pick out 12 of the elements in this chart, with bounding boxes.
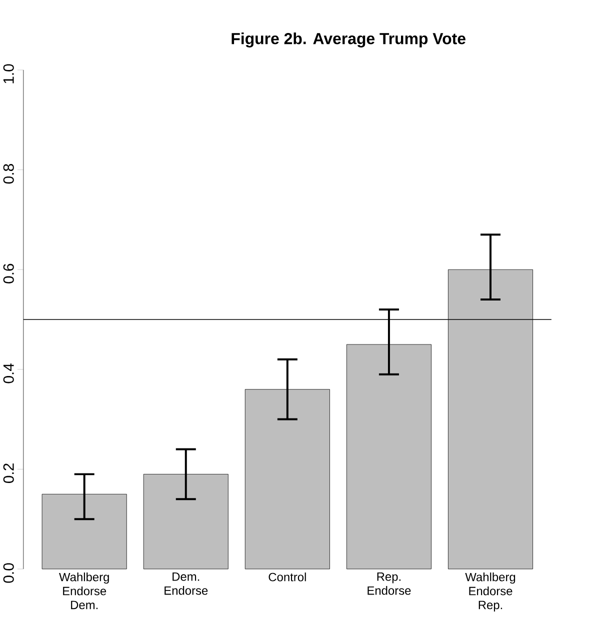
y-tick-label: 0.0 [3,563,14,583]
x-tick-label: Control [268,572,306,582]
chart-title: Figure 2b. Average Trump Vote [232,32,466,48]
y-tick-label: 1.0 [3,64,14,84]
x-tick-label: Wahlberg Endorse Rep. [465,572,515,612]
x-tick-label: Rep. Endorse [368,572,411,595]
x-tick-label: Dem. Endorse [164,572,208,595]
y-tick-label: 0.8 [3,164,14,184]
x-tick-label: Wahlberg Endorse Dem. [58,572,109,610]
y-tick-label: 0.6 [3,264,14,284]
y-tick-label: 0.2 [3,464,14,484]
y-tick-label: 0.4 [3,363,14,384]
